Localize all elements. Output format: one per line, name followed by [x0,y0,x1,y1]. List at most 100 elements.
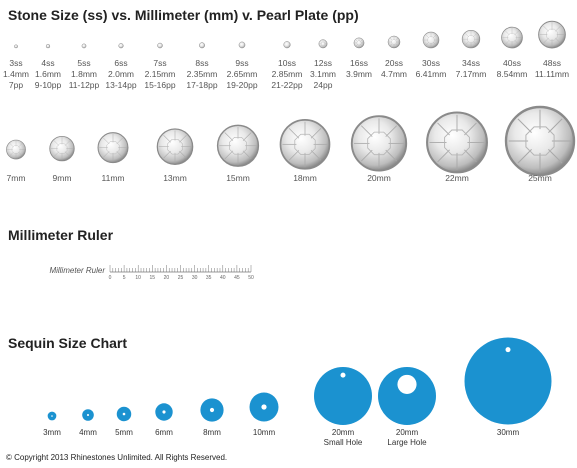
large-stone-13mm-icon [156,128,194,166]
sequin-size-label: 4mm [79,428,97,437]
stone-mm-label: 2.35mm [187,69,218,79]
stone-pp-label: 9-10pp [35,80,62,90]
millimeter-ruler: Millimeter Ruler 0 5 10 15 20 25 30 35 40 45 50 [49,265,254,281]
sequin-10mm-icon [249,392,279,422]
large-stone-label: 13mm [163,173,187,183]
stone-pp-label: 15-16pp [144,80,175,90]
stone-40ss-icon [501,26,523,49]
stone-mm-label: 3.9mm [346,69,372,79]
stone-ss-label: 12ss [314,58,332,68]
stone-pp-label: 13-14pp [105,80,136,90]
sequin-4mm-icon [82,409,94,421]
stone-30ss-icon [422,31,440,49]
stone-ss-label: 3ss [9,58,22,68]
large-stone-label: 25mm [528,173,552,183]
stone-12ss-icon [318,39,328,49]
stone-ss-label: 30ss [422,58,440,68]
sequin-size-label: 30mm [497,428,520,437]
stone-20ss-icon [387,35,401,49]
stone-mm-label: 11.11mm [535,69,569,79]
stone-mm-label: 3.1mm [310,69,336,79]
stone-pp-label: 24pp [314,80,333,90]
stone-mm-label: 1.4mm [3,69,29,79]
stone-pp-label: 11-12pp [69,80,100,90]
sequin-size-label: 3mm [43,428,61,437]
large-stone-label: 22mm [445,173,469,183]
large-stone-label: 7mm [7,173,26,183]
stone-7ss-icon [157,42,163,49]
stone-pp-label: 17-18pp [186,80,217,90]
ruler-tick-label: 5 [123,275,126,281]
ruler-tick-label: 30 [192,275,198,281]
sequin-5mm-icon [116,406,132,422]
millimeter-ruler-heading: Millimeter Ruler [8,227,114,243]
large-stone-25mm-icon [504,105,576,177]
large-stone-label: 15mm [226,173,250,183]
large-stone-label: 20mm [367,173,391,183]
stone-pp-label: 21-22pp [271,80,302,90]
ruler-label: Millimeter Ruler [49,266,105,275]
stone-10ss-icon [283,41,291,49]
large-stone-label: 11mm [102,173,125,183]
stone-ss-label: 9ss [235,58,248,68]
stone-pp-label: 7pp [9,80,23,90]
sequin-6mm-icon [155,403,173,421]
stone-4ss-icon [45,44,51,49]
stone-mm-label: 4.7mm [381,69,407,79]
copyright-notice: © Copyright 2013 Rhinestones Unlimited. … [6,453,228,462]
sequin-size-heading: Sequin Size Chart [8,335,128,351]
stone-ss-label: 20ss [385,58,403,68]
stone-mm-label: 6.41mm [416,69,447,79]
sequin-3mm-icon [47,411,57,421]
large-stone-label: 18mm [293,173,317,183]
sequin-hole-label: Small Hole [324,438,363,447]
sequin-size-label: 5mm [115,428,133,437]
stone-ss-label: 7ss [153,58,166,68]
ruler-tick-label: 50 [248,275,254,281]
sequin-size-label: 20mm [332,428,355,437]
ruler-tick-label: 25 [178,275,184,281]
stone-5ss-icon [81,43,87,49]
stone-mm-label: 1.8mm [71,69,97,79]
stone-6ss-icon [118,43,124,49]
stone-ss-label: 48ss [543,58,561,68]
stone-ss-label: 8ss [195,58,208,68]
large-stone-11mm-icon [97,132,129,164]
ruler-tick-label: 15 [150,275,156,281]
stone-ss-label: 6ss [114,58,127,68]
stone-9ss-icon [238,41,246,49]
stone-mm-label: 2.65mm [227,69,258,79]
ruler-tick-label: 20 [164,275,170,281]
stone-3ss-icon [14,44,18,49]
large-stone-row: 7mm 9mm 11mm 13mm 15mm 18mm 20mm 22mm 25mm [6,105,576,183]
large-stone-20mm-icon [350,115,408,172]
stone-ss-label: 40ss [503,58,521,68]
stone-34ss-icon [461,29,481,49]
ruler-tick-label: 0 [109,275,112,281]
stone-48ss-icon [538,20,566,49]
stone-ss-label: 10ss [278,58,296,68]
stone-mm-label: 8.54mm [497,69,528,79]
stone-8ss-icon [199,42,205,49]
stone-pp-label: 19-20pp [226,80,257,90]
stone-mm-label: 2.85mm [272,69,303,79]
ruler-tick-label: 40 [220,275,226,281]
sequin-size-label: 8mm [203,428,221,437]
stone-mm-label: 2.0mm [108,69,134,79]
stone-ss-label: 4ss [41,58,54,68]
stone-ss-label: 5ss [77,58,90,68]
sequin-size-label: 20mm [396,428,419,437]
large-stone-7mm-icon [6,139,26,160]
stone-ss-label: 16ss [350,58,368,68]
ruler-tick-label: 10 [135,275,141,281]
sequin-30mm-icon [464,337,552,425]
large-stone-label: 9mm [53,173,72,183]
sequin-hole-label: Large Hole [387,438,427,447]
stone-ss-label: 34ss [462,58,480,68]
stone-16ss-icon [353,37,365,49]
stone-mm-label: 7.17mm [456,69,487,79]
stone-mm-label: 1.6mm [35,69,61,79]
